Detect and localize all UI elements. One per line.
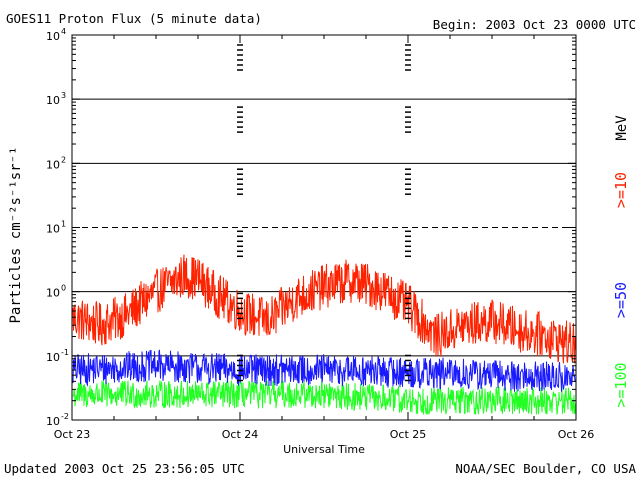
y-tick-label: 10 3 <box>46 91 66 107</box>
legend-entry: >=50 <box>612 282 630 318</box>
legend-entry: >=10 <box>612 172 630 208</box>
series-line-ge10 <box>72 254 576 364</box>
svg-text:10: 10 <box>46 223 60 236</box>
y-tick-label: 10 4 <box>46 27 66 43</box>
svg-text:10: 10 <box>46 287 60 300</box>
day-markers <box>237 44 411 382</box>
x-tick-label: Oct 25 <box>390 428 427 441</box>
begin-time: Begin: 2003 Oct 23 0000 UTC <box>433 17 636 32</box>
svg-text:3: 3 <box>61 91 66 100</box>
x-tick-label: Oct 26 <box>558 428 595 441</box>
svg-text:-2: -2 <box>61 412 69 421</box>
svg-text:10: 10 <box>46 94 60 107</box>
series-line-ge100 <box>72 380 576 415</box>
legend-unit: MeV <box>614 115 630 141</box>
series-line-ge50 <box>72 349 576 392</box>
svg-text:10: 10 <box>46 351 60 364</box>
svg-text:2: 2 <box>61 155 66 164</box>
svg-text:4: 4 <box>61 27 66 36</box>
x-axis-label: Universal Time <box>283 443 365 456</box>
series-layer <box>72 254 576 415</box>
y-tick-label: 10 -2 <box>46 412 69 428</box>
credit: NOAA/SEC Boulder, CO USA <box>455 461 636 476</box>
y-tick-label: 10 1 <box>46 220 66 236</box>
y-tick-label: 10 2 <box>46 155 66 171</box>
svg-text:1: 1 <box>61 220 66 229</box>
updated-time: Updated 2003 Oct 25 23:56:05 UTC <box>4 461 245 476</box>
chart-title: GOES11 Proton Flux (5 minute data) <box>6 11 262 26</box>
x-tick-label: Oct 23 <box>54 428 91 441</box>
legend-entry: >=100 <box>612 362 630 407</box>
svg-text:-1: -1 <box>61 348 69 357</box>
plot-grid <box>72 98 576 357</box>
x-axis-ticks: Oct 23 Oct 24 Oct 25 Oct 26 <box>54 35 595 441</box>
legend: >=10 >=50 >=100 MeV <box>612 115 630 408</box>
svg-text:0: 0 <box>61 284 66 293</box>
y-tick-label: 10 0 <box>46 284 66 300</box>
y-axis-label: Particles cm⁻²s⁻¹sr⁻¹ <box>8 146 24 323</box>
svg-text:10: 10 <box>46 30 60 43</box>
svg-text:10: 10 <box>46 158 60 171</box>
x-tick-label: Oct 24 <box>222 428 259 441</box>
svg-text:10: 10 <box>46 415 60 428</box>
y-tick-label: 10 -1 <box>46 348 69 364</box>
